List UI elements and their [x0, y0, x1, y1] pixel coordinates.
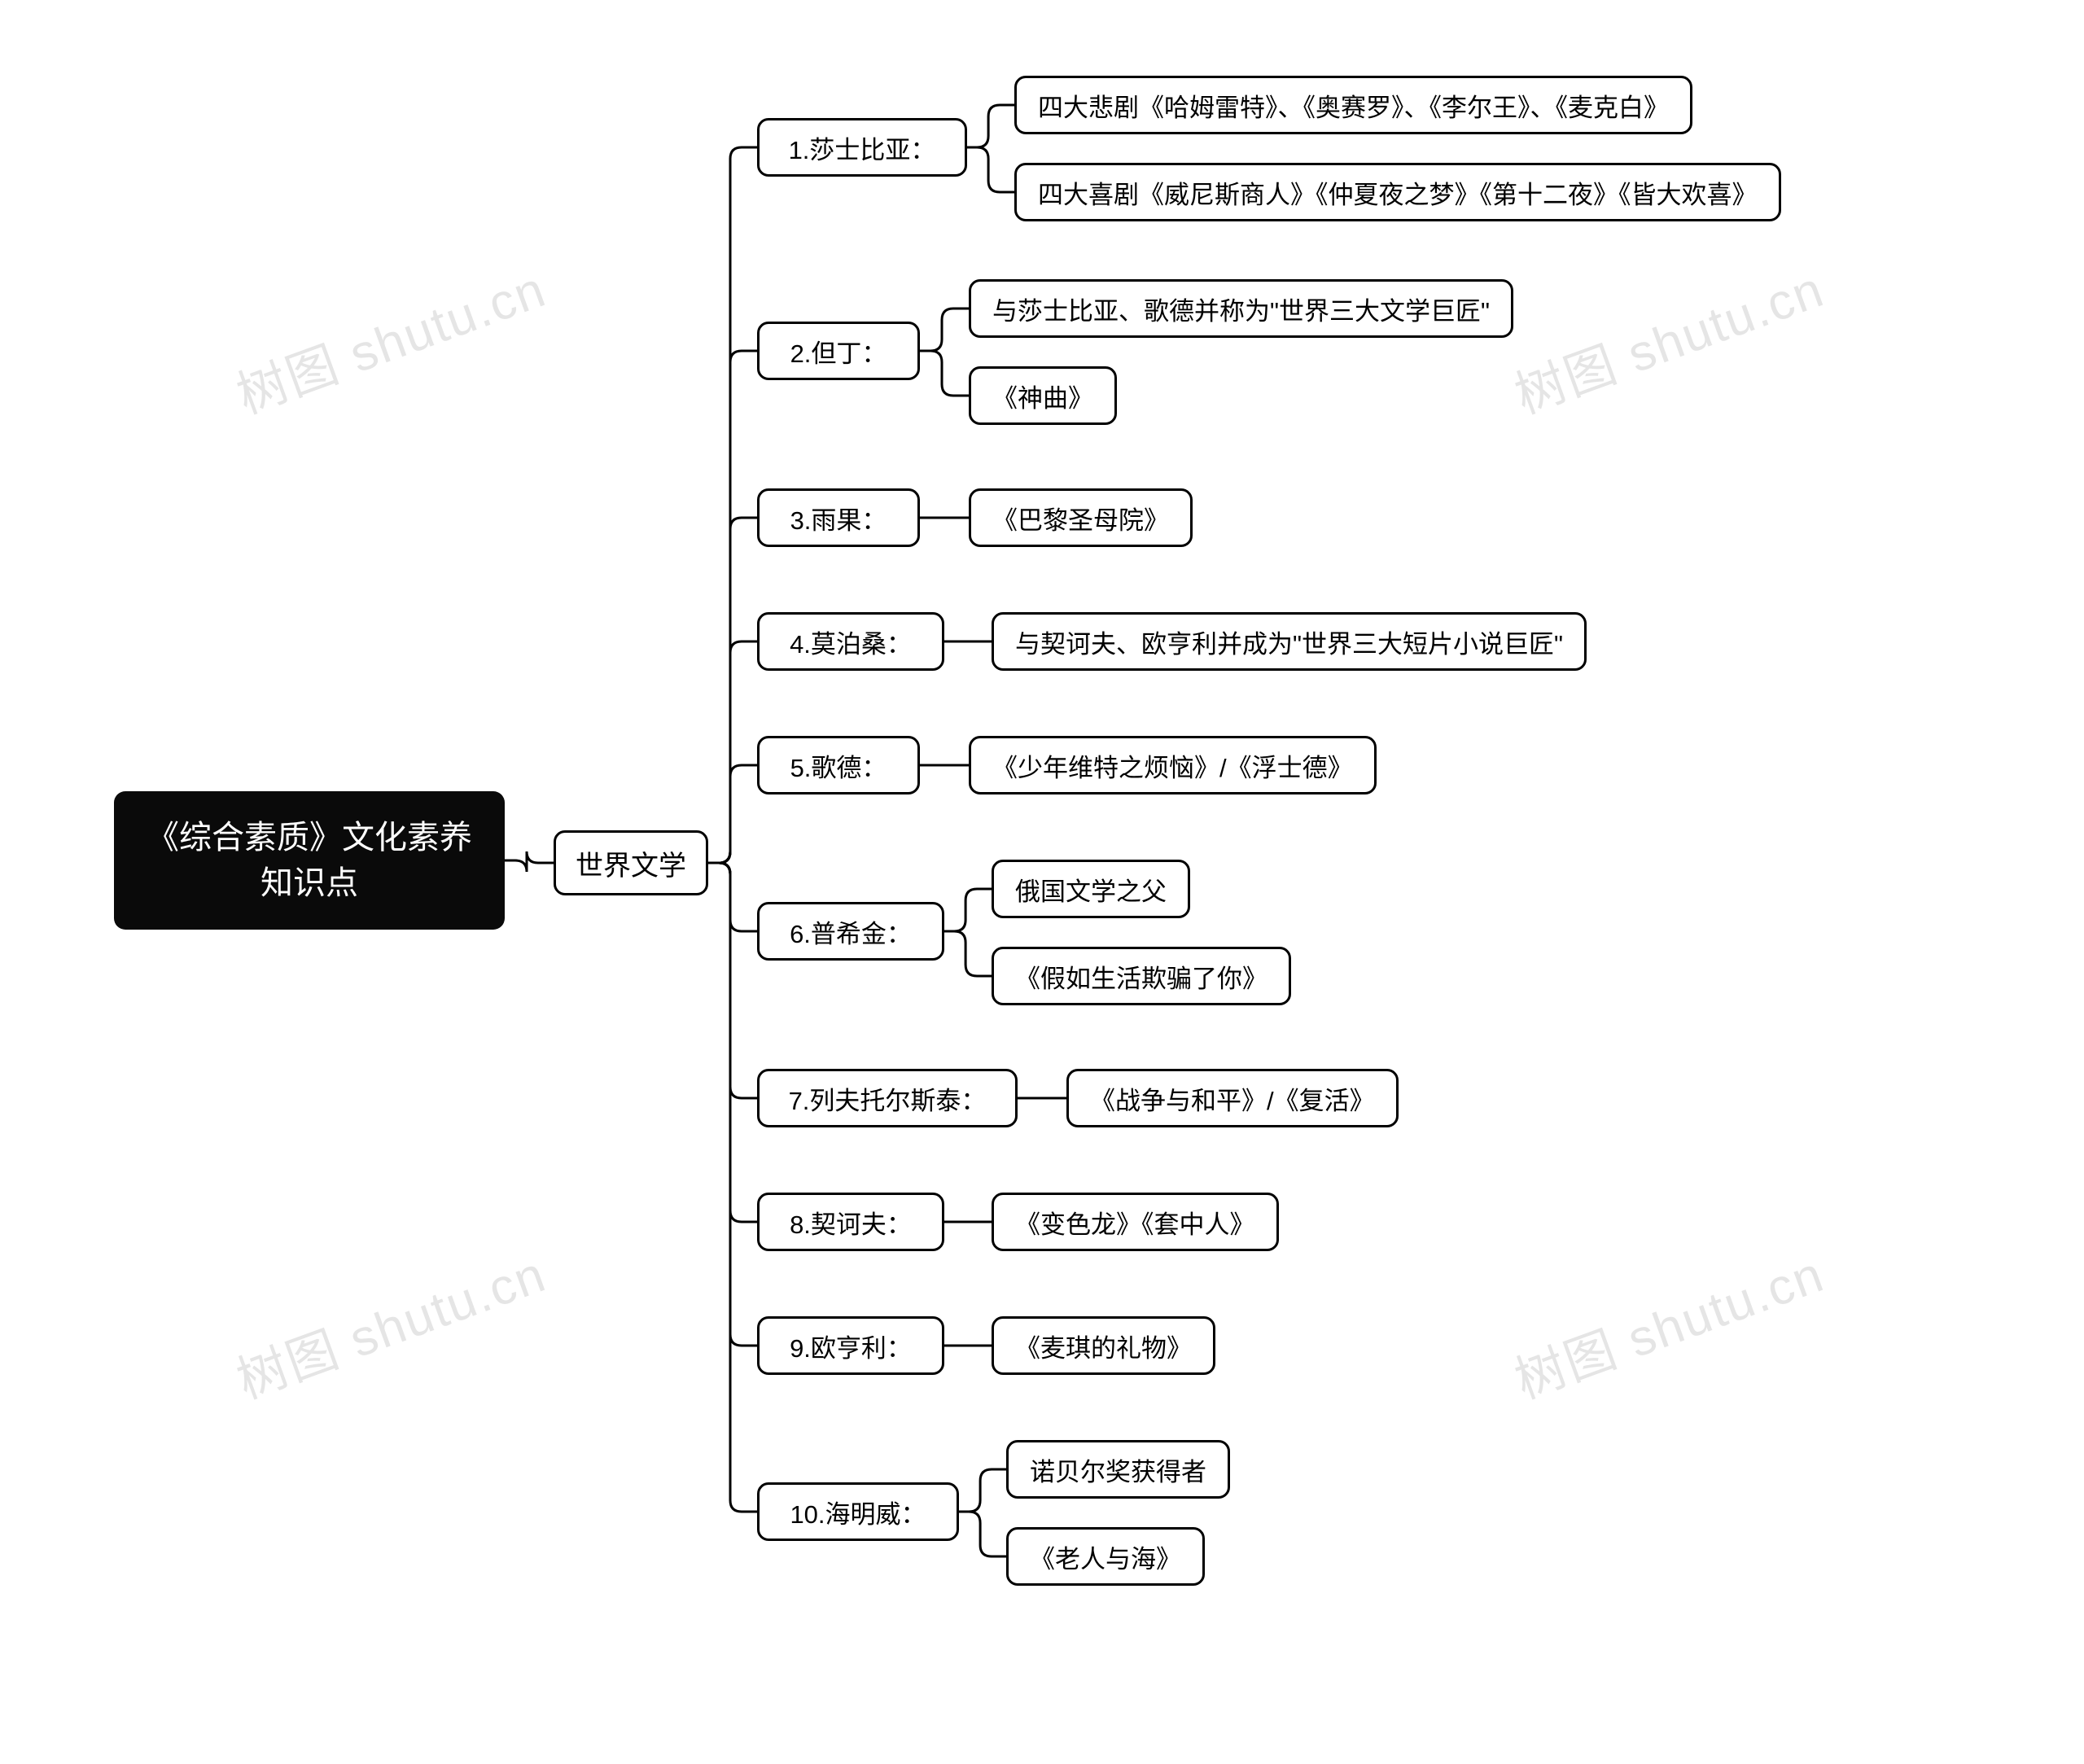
leaf-label: 俄国文学之父: [1015, 871, 1167, 908]
watermark: 树图 shutu.cn: [1504, 1233, 1832, 1413]
watermark: 树图 shutu.cn: [225, 248, 554, 428]
leaf-node[interactable]: 四大喜剧《威尼斯商人》《仲夏夜之梦》《第十二夜》《皆大欢喜》: [1014, 163, 1781, 221]
author-label: 8.契诃夫：: [790, 1204, 912, 1241]
author-label: 4.莫泊桑：: [790, 624, 912, 660]
author-node[interactable]: 6.普希金：: [757, 902, 944, 961]
leaf-label: 《少年维特之烦恼》/《浮士德》: [992, 747, 1353, 784]
level1-label: 世界文学: [576, 843, 686, 883]
mindmap-canvas: 《综合素质》文化素养知识点 世界文学 1.莎士比亚： 四大悲剧《哈姆雷特》、《奥赛…: [0, 0, 2084, 1764]
author-node[interactable]: 7.列夫托尔斯泰：: [757, 1069, 1018, 1127]
leaf-label: 《老人与海》: [1030, 1539, 1181, 1575]
leaf-label: 《变色龙》《套中人》: [1015, 1204, 1255, 1241]
leaf-node[interactable]: 与莎士比亚、歌德并称为"世界三大文学巨匠": [969, 279, 1513, 338]
author-node[interactable]: 3.雨果：: [757, 488, 920, 547]
author-node[interactable]: 9.欧亨利：: [757, 1316, 944, 1375]
leaf-label: 四大喜剧《威尼斯商人》《仲夏夜之梦》《第十二夜》《皆大欢喜》: [1038, 174, 1758, 211]
watermark: 树图 shutu.cn: [225, 1233, 554, 1413]
leaf-node[interactable]: 与契诃夫、欧亨利并成为"世界三大短片小说巨匠": [992, 612, 1587, 671]
leaf-node[interactable]: 《战争与和平》/《复活》: [1066, 1069, 1399, 1127]
author-label: 6.普希金：: [790, 913, 912, 950]
leaf-node[interactable]: 《神曲》: [969, 366, 1117, 425]
leaf-node[interactable]: 《老人与海》: [1006, 1527, 1205, 1586]
leaf-node[interactable]: 《巴黎圣母院》: [969, 488, 1193, 547]
leaf-label: 《神曲》: [992, 378, 1093, 414]
leaf-label: 《假如生活欺骗了你》: [1015, 958, 1267, 995]
author-label: 9.欧亨利：: [790, 1328, 912, 1364]
author-node[interactable]: 10.海明威：: [757, 1482, 959, 1541]
leaf-label: 《战争与和平》/《复活》: [1090, 1080, 1375, 1117]
author-node[interactable]: 4.莫泊桑：: [757, 612, 944, 671]
author-node[interactable]: 1.莎士比亚：: [757, 118, 967, 177]
author-label: 1.莎士比亚：: [789, 129, 936, 166]
leaf-node[interactable]: 四大悲剧《哈姆雷特》、《奥赛罗》、《李尔王》、《麦克白》: [1014, 76, 1692, 134]
author-label: 3.雨果：: [790, 500, 887, 536]
leaf-label: 四大悲剧《哈姆雷特》、《奥赛罗》、《李尔王》、《麦克白》: [1038, 87, 1669, 124]
author-node[interactable]: 2.但丁：: [757, 322, 920, 380]
leaf-node[interactable]: 《麦琪的礼物》: [992, 1316, 1215, 1375]
root-node[interactable]: 《综合素质》文化素养知识点: [114, 791, 505, 930]
leaf-node[interactable]: 《假如生活欺骗了你》: [992, 947, 1291, 1005]
root-label: 《综合素质》文化素养知识点: [140, 815, 479, 906]
leaf-label: 《麦琪的礼物》: [1015, 1328, 1192, 1364]
leaf-node[interactable]: 《少年维特之烦恼》/《浮士德》: [969, 736, 1377, 794]
author-label: 2.但丁：: [790, 333, 887, 370]
author-node[interactable]: 5.歌德：: [757, 736, 920, 794]
author-label: 7.列夫托尔斯泰：: [789, 1080, 987, 1117]
leaf-node[interactable]: 《变色龙》《套中人》: [992, 1193, 1279, 1251]
leaf-node[interactable]: 诺贝尔奖获得者: [1006, 1440, 1230, 1499]
leaf-label: 与契诃夫、欧亨利并成为"世界三大短片小说巨匠": [1015, 624, 1563, 660]
author-node[interactable]: 8.契诃夫：: [757, 1193, 944, 1251]
leaf-label: 与莎士比亚、歌德并称为"世界三大文学巨匠": [992, 291, 1490, 327]
watermark: 树图 shutu.cn: [1504, 248, 1832, 428]
leaf-node[interactable]: 俄国文学之父: [992, 860, 1190, 918]
author-label: 10.海明威：: [790, 1494, 926, 1530]
author-label: 5.歌德：: [790, 747, 887, 784]
leaf-label: 诺贝尔奖获得者: [1030, 1451, 1206, 1488]
level1-node[interactable]: 世界文学: [554, 830, 708, 895]
leaf-label: 《巴黎圣母院》: [992, 500, 1169, 536]
